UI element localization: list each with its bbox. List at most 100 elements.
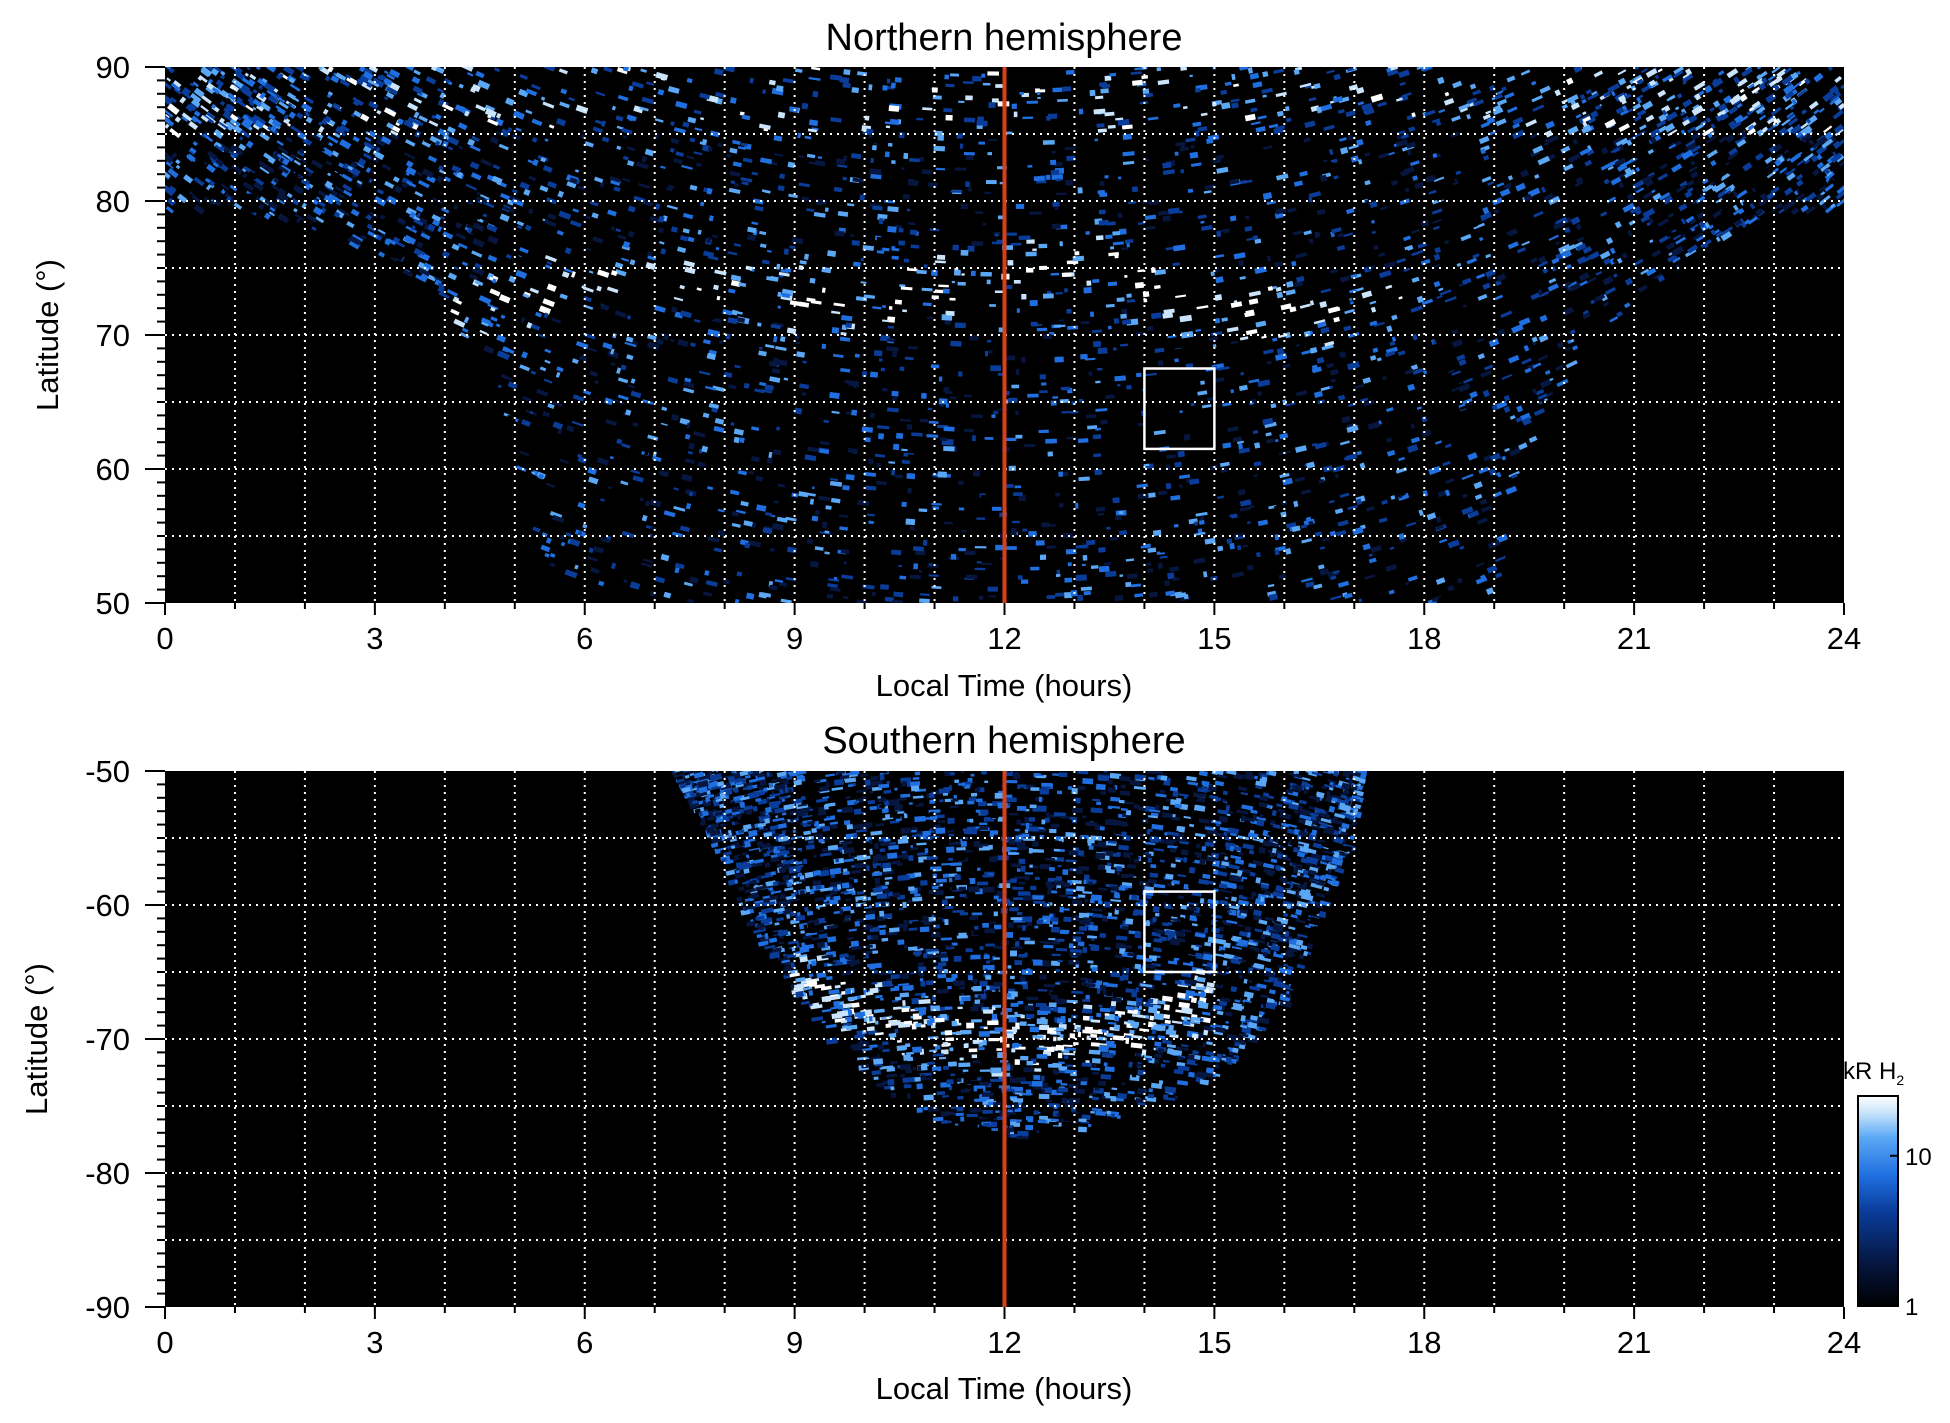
- emission-cell: [828, 578, 840, 582]
- emission-cell: [888, 306, 893, 310]
- emission-cell: [1041, 382, 1047, 386]
- emission-cell: [682, 228, 690, 234]
- emission-cell: [1497, 473, 1502, 478]
- emission-cell: [1343, 456, 1351, 461]
- emission-cell: [1432, 225, 1440, 231]
- emission-cell: [500, 314, 506, 320]
- emission-cell: [678, 424, 684, 428]
- emission-cell: [1664, 122, 1676, 133]
- emission-cell: [277, 145, 289, 155]
- emission-cell: [1205, 353, 1215, 360]
- emission-cell: [976, 125, 983, 129]
- emission-cell: [1321, 344, 1334, 351]
- emission-cell: [345, 73, 352, 79]
- emission-cell: [752, 198, 764, 205]
- emission-cell: [840, 451, 853, 459]
- emission-cell: [673, 296, 684, 302]
- emission-cell: [1478, 236, 1484, 242]
- emission-cell: [1635, 130, 1646, 138]
- emission-cell: [405, 67, 415, 72]
- emission-cell: [902, 597, 908, 600]
- emission-cell: [991, 506, 1002, 511]
- emission-cell: [1122, 133, 1132, 141]
- emission-cell: [1766, 117, 1775, 125]
- emission-cell: [882, 305, 887, 308]
- emission-cell: [869, 168, 882, 175]
- emission-cell: [868, 520, 874, 525]
- emission-cell: [1397, 532, 1405, 540]
- emission-cell: [515, 465, 527, 473]
- emission-cell: [1166, 544, 1179, 549]
- emission-cell: [623, 67, 629, 71]
- emission-cell: [1405, 521, 1417, 528]
- emission-cell: [548, 124, 555, 129]
- emission-cell: [628, 85, 634, 92]
- emission-cell: [1107, 281, 1118, 287]
- emission-cell: [1565, 263, 1572, 270]
- emission-cell: [987, 152, 993, 156]
- emission-cell: [1112, 230, 1121, 236]
- emission-cell: [1466, 257, 1478, 265]
- emission-cell: [390, 129, 398, 136]
- emission-cell: [1531, 94, 1543, 103]
- emission-cell: [758, 123, 771, 130]
- emission-cell: [901, 345, 910, 352]
- emission-cell: [546, 261, 553, 266]
- emission-cell: [544, 138, 549, 142]
- emission-cell: [246, 67, 251, 71]
- emission-cell: [1322, 159, 1328, 163]
- emission-cell: [557, 428, 563, 435]
- emission-cell: [363, 67, 373, 76]
- emission-cell: [1836, 185, 1844, 195]
- emission-cell: [1078, 108, 1084, 115]
- emission-cell: [1125, 558, 1135, 562]
- emission-cell: [1083, 1004, 1093, 1010]
- emission-cell: [687, 173, 695, 180]
- emission-cell: [245, 140, 254, 149]
- emission-cell: [1771, 207, 1781, 216]
- emission-cell: [1386, 325, 1393, 333]
- emission-cell: [729, 170, 741, 178]
- emission-cell: [1117, 383, 1121, 387]
- emission-cell: [1668, 155, 1674, 161]
- emission-cell: [1642, 207, 1656, 219]
- emission-cell: [1237, 488, 1246, 496]
- emission-cell: [454, 104, 467, 114]
- emission-cell: [974, 546, 987, 549]
- emission-cell: [1508, 228, 1518, 237]
- emission-cell: [1736, 175, 1745, 183]
- emission-cell: [857, 499, 870, 506]
- emission-cell: [1728, 120, 1736, 128]
- emission-cell: [1505, 184, 1512, 190]
- emission-cell: [778, 581, 788, 588]
- emission-cell: [509, 195, 521, 202]
- emission-cell: [774, 579, 784, 583]
- emission-cell: [765, 344, 775, 349]
- emission-cell: [375, 138, 386, 147]
- emission-cell: [1579, 147, 1591, 156]
- emission-cell: [486, 223, 498, 233]
- emission-cell: [590, 67, 599, 75]
- emission-cell: [1604, 118, 1617, 129]
- emission-cell: [418, 115, 429, 123]
- emission-cell: [729, 147, 738, 154]
- emission-cell: [1784, 102, 1794, 111]
- emission-cell: [1501, 86, 1507, 92]
- emission-cell: [205, 67, 215, 72]
- emission-cell: [363, 141, 375, 150]
- emission-cell: [1145, 337, 1152, 343]
- emission-cell: [519, 181, 530, 191]
- emission-cell: [964, 117, 976, 123]
- emission-cell: [1134, 281, 1145, 289]
- emission-cell: [764, 384, 774, 392]
- emission-cell: [339, 208, 350, 217]
- emission-cell: [1390, 495, 1396, 500]
- emission-cell: [1491, 187, 1501, 194]
- emission-cell: [959, 893, 967, 898]
- emission-cell: [783, 248, 790, 255]
- emission-cell: [903, 258, 910, 263]
- emission-cell: [569, 396, 580, 402]
- emission-cell: [1837, 146, 1843, 152]
- emission-cell: [1200, 380, 1205, 385]
- emission-cell: [1041, 522, 1050, 528]
